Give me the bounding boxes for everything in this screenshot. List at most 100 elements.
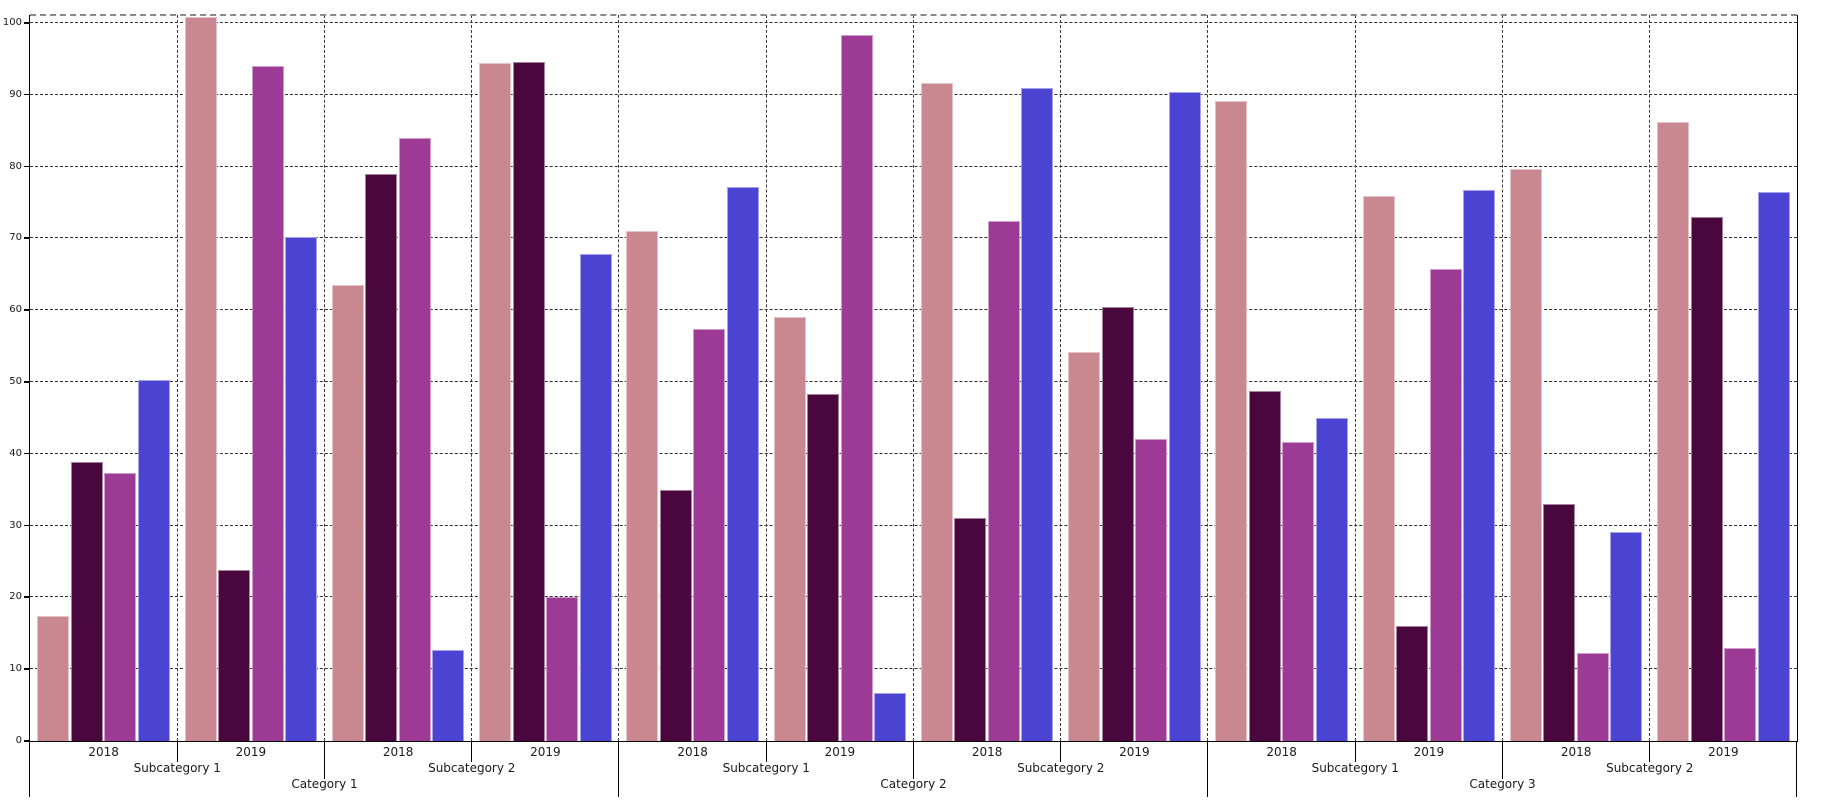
group-separator	[323, 15, 325, 741]
bar-dark_purple	[659, 489, 692, 741]
bar-group	[914, 15, 1061, 741]
year-tick	[1354, 741, 1356, 762]
bar-group	[619, 15, 766, 741]
year-tick	[1060, 741, 1061, 762]
y-tick-label: 90	[9, 88, 22, 100]
bar-magenta	[693, 328, 726, 741]
year-tick-label: 2018	[677, 745, 708, 759]
bar-dark_purple	[218, 570, 251, 741]
group-separator	[912, 15, 914, 741]
bar-blue	[137, 379, 170, 741]
year-tick-label: 2019	[824, 745, 856, 759]
subcategory-tick-label: Subcategory 2	[1606, 761, 1694, 775]
bar-pink	[1362, 196, 1395, 741]
y-tick-mark	[24, 596, 30, 598]
group-separator	[176, 15, 178, 741]
y-tick-label: 30	[9, 519, 22, 531]
bar-blue	[726, 186, 759, 741]
bar-group	[325, 15, 472, 741]
subcategory-tick-label: Subcategory 1	[1311, 761, 1399, 775]
bar-magenta	[546, 596, 579, 741]
category-tick-label: Category 1	[291, 777, 358, 791]
bar-blue	[432, 649, 465, 741]
bar-pink	[184, 17, 217, 741]
bar-pink	[626, 231, 659, 741]
bar-pink	[479, 63, 512, 741]
bar-magenta	[987, 221, 1020, 741]
year-tick-label: 2018	[382, 745, 414, 759]
year-tick-label: 2019	[1119, 745, 1150, 759]
y-tick-mark	[24, 165, 30, 168]
year-tick-label: 2019	[530, 745, 561, 759]
bar-pink	[773, 317, 806, 741]
y-tick-mark	[24, 381, 30, 383]
category-tick-label: Category 3	[1469, 777, 1536, 791]
bar-group	[177, 15, 324, 741]
y-tick-mark	[24, 524, 30, 527]
bar-blue	[1168, 91, 1201, 741]
bar-group	[766, 15, 913, 741]
bar-group	[1208, 15, 1355, 741]
bar-blue	[1757, 191, 1790, 741]
bar-dark_purple	[954, 518, 987, 741]
category-tick-label: Category 2	[880, 777, 947, 791]
bar-pink	[1509, 169, 1542, 741]
year-tick-label: 2018	[1560, 745, 1592, 759]
y-tick-mark	[24, 237, 30, 239]
subcategory-tick-label: Subcategory 2	[1017, 761, 1105, 775]
bar-dark_purple	[1248, 391, 1281, 741]
y-tick-mark	[24, 452, 30, 455]
y-tick-label: 10	[9, 663, 22, 675]
y-tick-label: 60	[9, 304, 22, 316]
bar-group	[1061, 15, 1208, 741]
y-tick-mark	[24, 740, 30, 742]
year-tick	[471, 741, 472, 762]
year-tick	[176, 741, 178, 762]
year-tick-label: 2018	[971, 745, 1003, 759]
category-tick	[1796, 741, 1798, 797]
bar-group	[1503, 15, 1650, 741]
bar-blue	[1463, 189, 1496, 741]
bar-group	[472, 15, 619, 741]
group-separator	[1060, 15, 1061, 741]
subcategory-tick-label: Subcategory 1	[133, 761, 221, 775]
bar-magenta	[1135, 438, 1168, 741]
bar-dark_purple	[1396, 626, 1429, 741]
year-tick-label: 2019	[1708, 745, 1739, 759]
category-tick	[1207, 741, 1209, 797]
category-tick	[618, 741, 620, 797]
bar-pink	[1068, 351, 1101, 741]
y-tick-label: 80	[9, 160, 22, 172]
bar-pink	[1215, 100, 1248, 741]
y-tick-mark	[24, 22, 30, 24]
bar-dark_purple	[1690, 216, 1723, 741]
y-tick-label: 50	[9, 376, 22, 387]
group-separator	[765, 15, 767, 741]
group-separator	[1207, 15, 1209, 741]
y-tick-mark	[24, 93, 30, 96]
bar-blue	[874, 692, 907, 741]
bar-dark_purple	[512, 61, 545, 741]
bar-blue	[1021, 87, 1054, 741]
year-tick-label: 2018	[88, 745, 119, 759]
bar-magenta	[104, 473, 137, 741]
y-tick-label: 40	[9, 447, 22, 459]
y-tick-label: 100	[2, 17, 22, 28]
bar-dark_purple	[70, 461, 103, 741]
bar-blue	[1315, 417, 1348, 741]
bar-dark_purple	[1543, 504, 1576, 741]
bar-magenta	[1724, 648, 1757, 741]
bar-blue	[579, 254, 612, 741]
group-separator	[1501, 15, 1503, 741]
bar-blue	[285, 236, 318, 741]
bar-magenta	[1576, 652, 1609, 741]
y-tick-label: 20	[9, 591, 22, 603]
y-tick-label: 0	[15, 735, 22, 746]
year-tick-label: 2019	[235, 745, 267, 759]
bar-dark_purple	[365, 173, 398, 741]
category-tick	[29, 741, 31, 797]
bar-magenta	[840, 34, 873, 741]
y-tick-label: 70	[9, 232, 22, 244]
bar-magenta	[1429, 269, 1462, 741]
